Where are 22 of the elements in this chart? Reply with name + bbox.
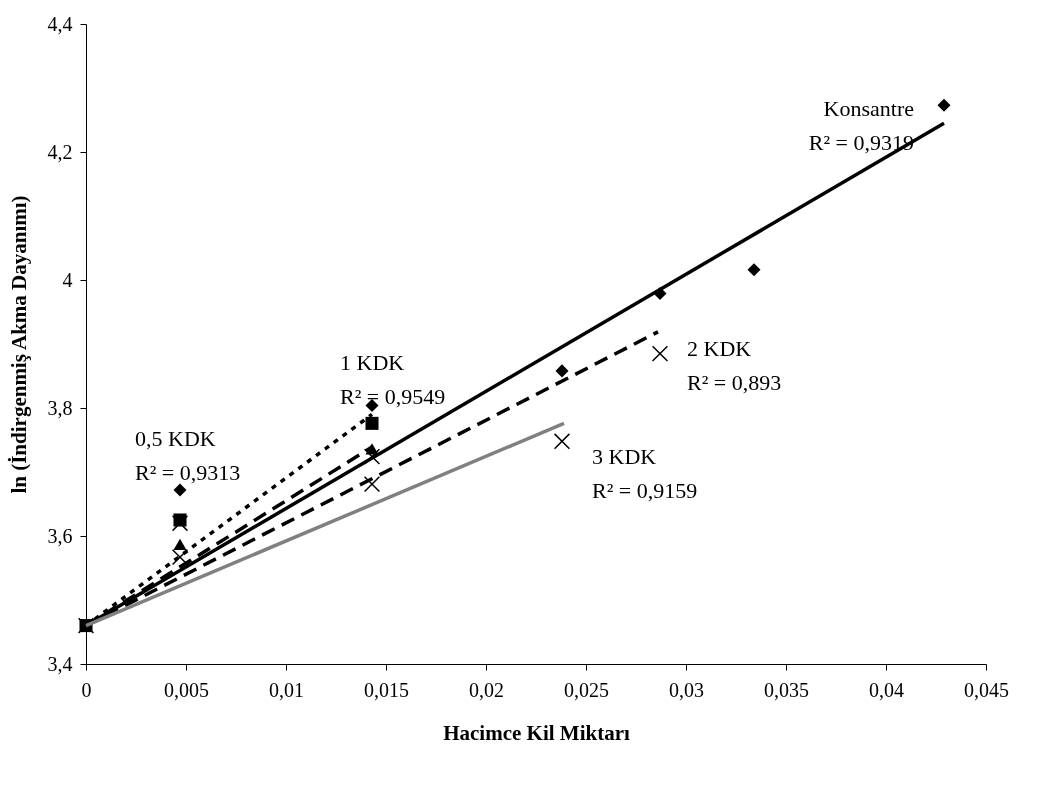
- y-tick-label: 3,4: [47, 652, 73, 675]
- y-tick-label: 4,2: [47, 140, 73, 163]
- x-tick-label: 0: [81, 678, 92, 701]
- x-tick-label: 0,035: [764, 678, 809, 701]
- x-tick-label: 0,02: [469, 678, 504, 701]
- x-tick-label: 0,04: [869, 678, 904, 701]
- x-tick-label: 0,03: [669, 678, 704, 701]
- y-axis-title: ln (İndirgenmiş Akma Dayanımı): [6, 195, 31, 494]
- x-tick-label: 0,015: [364, 678, 409, 701]
- annotation: 0,5 KDK R² = 0,9313: [135, 425, 241, 485]
- x-tick-label: 0,025: [564, 678, 609, 701]
- annotation: 2 KDK R² = 0,893: [687, 335, 782, 395]
- y-tick-label: 3,8: [47, 396, 73, 419]
- x-axis-title: Hacimce Kil Miktarı: [443, 720, 630, 745]
- x-tick-label: 0,01: [269, 678, 304, 701]
- y-tick-label: 4: [62, 268, 73, 291]
- x-tick-label: 0,005: [164, 678, 209, 701]
- annotation: 3 KDK R² = 0,9159: [592, 444, 698, 504]
- y-tick-label: 3,6: [47, 524, 73, 547]
- annotation: 1 KDK R² = 0,9549: [340, 350, 446, 410]
- y-tick-label: 4,4: [47, 12, 73, 35]
- x-tick-label: 0,045: [964, 678, 1009, 701]
